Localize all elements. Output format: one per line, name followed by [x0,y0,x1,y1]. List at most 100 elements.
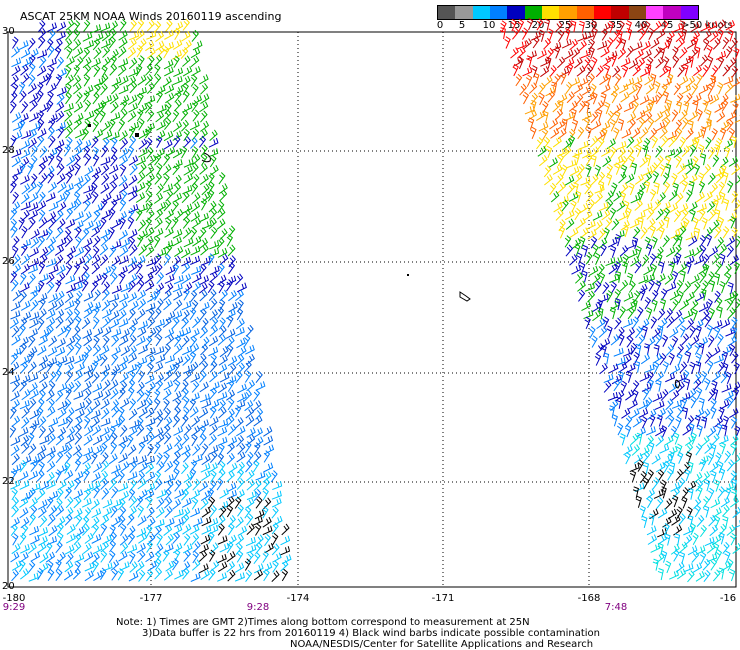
wind-barb [28,382,38,394]
wind-barb [111,193,122,203]
wind-barb [83,446,94,457]
wind-barb [587,290,596,303]
wind-barb [183,472,193,484]
wind-barb [181,488,189,501]
wind-barb [128,571,139,582]
wind-barb [656,414,663,427]
wind-barb [707,552,718,563]
wind-barb [164,488,172,501]
wind-barb [174,85,184,96]
wind-barb [692,99,699,112]
wind-barb [199,301,210,312]
wind-barb [528,82,538,94]
wind-barb [536,137,544,150]
wind-barb [127,444,137,456]
wind-barb [705,109,712,122]
wind-barb [165,92,175,104]
wind-barb [700,370,708,384]
wind-barb [36,128,47,139]
wind-barb [153,525,162,538]
wind-barb [12,131,23,141]
wind-barb [173,406,182,419]
wind-barb [533,72,540,85]
wind-barb [145,227,155,238]
wind-barb [65,480,75,492]
wind-barb [562,146,572,158]
wind-barb [678,225,687,238]
wind-barb [538,155,548,167]
wind-barb [28,74,36,87]
wind-barb [719,399,730,410]
wind-barb [39,173,48,185]
wind-barb [662,361,669,374]
wind-barb [595,65,604,78]
wind-barb [608,263,618,275]
wind-barb [38,527,49,537]
wind-barb [665,372,676,383]
wind-barb [650,263,658,277]
wind-barb [646,207,655,220]
wind-barb [628,399,638,410]
wind-barb [153,362,164,373]
wind-barb [228,462,238,474]
wind-barb [665,307,674,320]
wind-barb [21,73,30,85]
wind-barb [587,73,596,86]
wind-barb [30,299,39,312]
wind-barb [209,298,218,311]
wind-barb [37,90,44,103]
wind-barb [48,381,56,394]
wind-barb [712,198,719,212]
wind-barb [722,198,730,211]
wind-barb [163,432,172,445]
wind-barb [20,239,32,249]
wind-barb [730,532,737,546]
wind-barb [557,100,564,113]
wind-barb [517,56,524,70]
wind-barb [673,82,681,96]
wind-barb [155,433,165,445]
wind-barb [146,173,156,185]
wind-barb [48,525,58,537]
wind-barb [647,408,657,420]
wind-barb [235,371,243,384]
wind-barbs [9,17,740,583]
wind-barb [182,567,190,580]
wind-barb [110,55,118,68]
wind-barb [91,516,100,529]
wind-barb [127,532,136,545]
wind-barb [655,371,664,383]
wind-barb [56,522,64,535]
wind-barb [66,426,76,438]
wind-barb [181,414,189,427]
wind-barb [630,342,638,355]
wind-barb [576,252,583,265]
wind-barb [209,208,218,221]
legend-swatch [524,6,542,19]
wind-barb [174,549,181,562]
wind-barb [183,237,194,248]
wind-barb [118,300,128,312]
wind-barb [57,201,67,213]
wind-barb [280,560,289,572]
wind-barb [147,327,157,339]
wind-barb [182,208,191,221]
wind-barb [192,478,201,491]
wind-barb [591,119,602,130]
wind-barb [647,534,658,545]
wind-barb [662,172,670,185]
wind-barb [83,388,92,401]
wind-barb [668,135,677,148]
wind-barb [717,216,725,230]
wind-barb [65,533,76,544]
wind-barb [542,100,549,114]
wind-barb [691,550,700,563]
wind-barb [129,324,137,338]
wind-barb [38,217,48,229]
wind-barb [614,317,622,330]
wind-barb [108,164,119,175]
wind-barb [21,524,29,537]
wind-barb [190,255,201,265]
wind-barb [545,145,553,159]
wind-barb [145,482,156,493]
